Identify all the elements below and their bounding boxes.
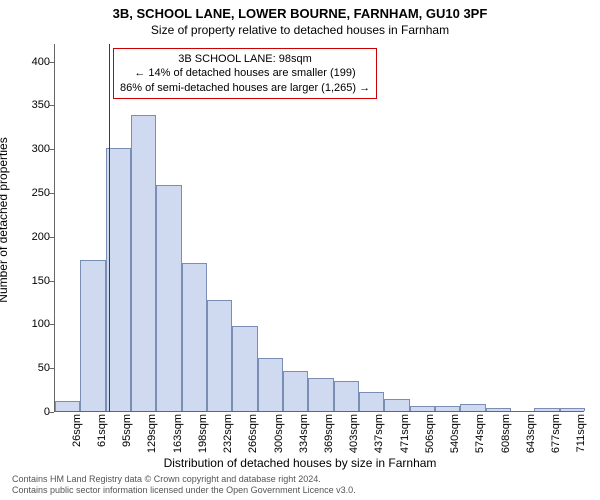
histogram-bar (80, 260, 105, 411)
y-tick-label: 350 (32, 99, 50, 111)
annotation-line2: ← 14% of detached houses are smaller (19… (120, 66, 370, 80)
histogram-bar (131, 115, 156, 411)
x-tick-label: 643sqm (525, 414, 537, 453)
x-tick-label: 163sqm (172, 414, 184, 453)
y-tick-label: 250 (32, 187, 50, 199)
x-tick-label: 334sqm (298, 414, 310, 453)
histogram-bar (486, 408, 511, 412)
histogram-bar (410, 406, 435, 411)
x-tick-label: 506sqm (424, 414, 436, 453)
x-tick-label: 437sqm (373, 414, 385, 453)
x-tick-label: 677sqm (550, 414, 562, 453)
histogram-bar (384, 399, 409, 411)
x-tick-label: 711sqm (575, 414, 587, 452)
y-tick-label: 300 (32, 143, 50, 155)
y-tick-mark (49, 149, 54, 150)
x-tick-label: 300sqm (273, 414, 285, 453)
reference-line (109, 44, 110, 412)
histogram-bar (308, 378, 333, 411)
x-tick-label: 129sqm (146, 414, 158, 453)
y-tick-mark (49, 368, 54, 369)
y-tick-mark (49, 193, 54, 194)
x-tick-label: 198sqm (197, 414, 209, 453)
histogram-bar (560, 408, 585, 412)
histogram-bar (283, 371, 308, 411)
histogram-bar (182, 263, 207, 411)
annotation-line1: 3B SCHOOL LANE: 98sqm (120, 52, 370, 66)
histogram-bar (232, 326, 257, 411)
title-address: 3B, SCHOOL LANE, LOWER BOURNE, FARNHAM, … (0, 0, 600, 21)
y-tick-mark (49, 62, 54, 63)
histogram-bar (55, 401, 80, 412)
x-tick-label: 540sqm (449, 414, 461, 453)
x-tick-label: 26sqm (71, 414, 83, 447)
histogram-bar (258, 358, 283, 411)
x-tick-label: 471sqm (399, 414, 411, 453)
histogram-bar (334, 381, 359, 411)
footer-attribution: Contains HM Land Registry data © Crown c… (12, 474, 356, 497)
histogram-bar (435, 406, 460, 411)
x-tick-label: 61sqm (96, 414, 108, 447)
histogram-bar (534, 408, 559, 412)
x-tick-label: 403sqm (348, 414, 360, 453)
y-tick-mark (49, 324, 54, 325)
y-tick-mark (49, 281, 54, 282)
y-tick-label: 200 (32, 231, 50, 243)
x-tick-label: 369sqm (323, 414, 335, 453)
x-tick-label: 95sqm (121, 414, 133, 447)
footer-line1: Contains HM Land Registry data © Crown c… (12, 474, 356, 485)
x-tick-label: 266sqm (247, 414, 259, 453)
x-axis-label: Distribution of detached houses by size … (0, 456, 600, 470)
x-tick-label: 608sqm (500, 414, 512, 453)
chart-area: 3B SCHOOL LANE: 98sqm ← 14% of detached … (54, 44, 584, 412)
histogram-bar (460, 404, 485, 411)
y-tick-label: 400 (32, 56, 50, 68)
title-subtitle: Size of property relative to detached ho… (0, 21, 600, 37)
histogram-bar (156, 185, 181, 411)
annotation-line3: 86% of semi-detached houses are larger (… (120, 81, 370, 95)
y-tick-label: 150 (32, 275, 50, 287)
y-axis-label: Number of detached properties (0, 137, 10, 302)
annotation-box: 3B SCHOOL LANE: 98sqm ← 14% of detached … (113, 48, 377, 99)
histogram-bar (207, 300, 232, 411)
y-tick-mark (49, 412, 54, 413)
histogram-bar (359, 392, 384, 411)
y-tick-label: 100 (32, 318, 50, 330)
footer-line2: Contains public sector information licen… (12, 485, 356, 496)
y-tick-mark (49, 105, 54, 106)
plot-region: 3B SCHOOL LANE: 98sqm ← 14% of detached … (54, 44, 584, 412)
x-tick-label: 232sqm (222, 414, 234, 453)
x-tick-label: 574sqm (474, 414, 486, 453)
y-tick-mark (49, 237, 54, 238)
